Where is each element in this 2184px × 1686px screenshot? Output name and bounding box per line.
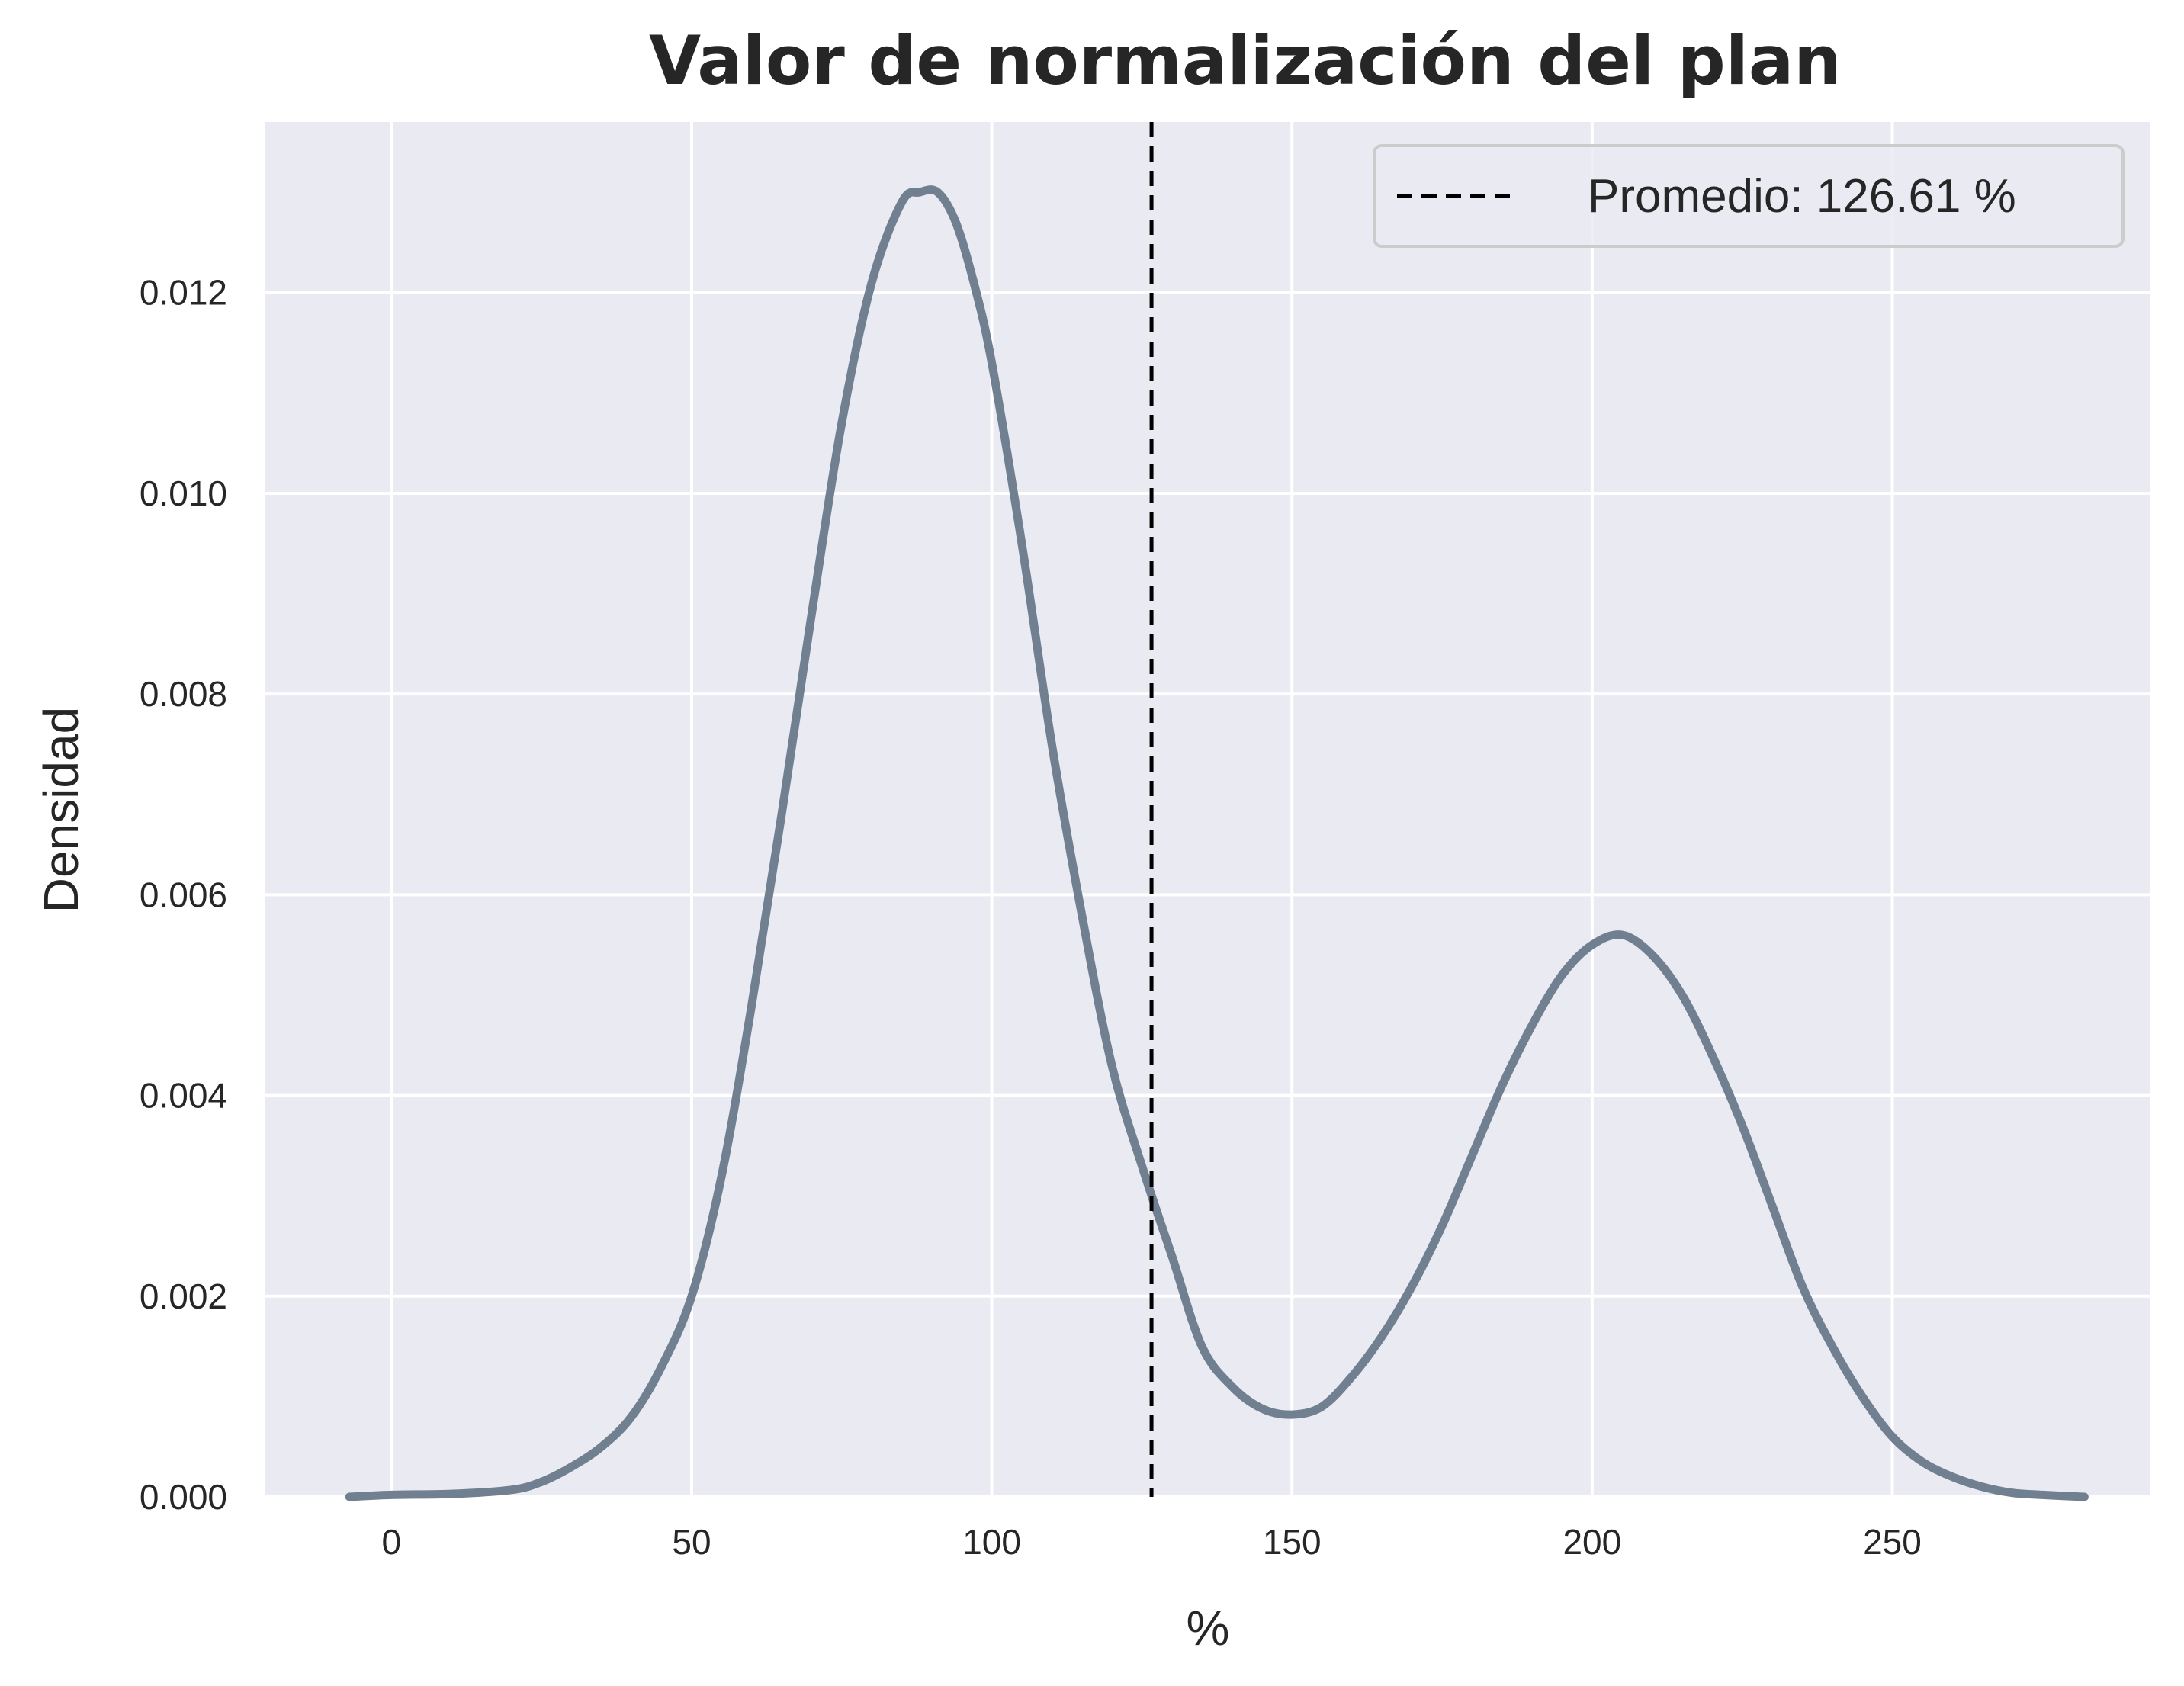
- x-axis-ticks: 0 50 100 150 200 250: [382, 1522, 1922, 1562]
- density-line: [345, 185, 2089, 1501]
- chart-title: Valor de normalización del plan: [649, 21, 1842, 100]
- x-tick-label: 250: [1863, 1522, 1922, 1562]
- y-axis-ticks: 0.000 0.002 0.004 0.006 0.008 0.010 0.012: [140, 273, 227, 1517]
- y-tick-label: 0.010: [140, 474, 227, 513]
- y-tick-label: 0.000: [140, 1477, 227, 1517]
- legend-label-mean: Promedio: 126.61 %: [1588, 170, 2016, 223]
- x-tick-label: 50: [672, 1522, 711, 1562]
- x-tick-label: 200: [1563, 1522, 1621, 1562]
- x-axis-label: %: [1187, 1601, 1230, 1655]
- legend: Promedio: 126.61 %: [1373, 144, 2125, 248]
- plot-area: [265, 122, 2150, 1497]
- x-tick-label: 150: [1263, 1522, 1322, 1562]
- legend-box: [1373, 144, 2125, 248]
- y-tick-label: 0.002: [140, 1277, 227, 1316]
- y-tick-label: 0.004: [140, 1076, 227, 1116]
- y-tick-label: 0.012: [140, 273, 227, 313]
- y-tick-label: 0.006: [140, 875, 227, 914]
- y-axis-label: Densidad: [34, 707, 88, 913]
- x-tick-label: 100: [962, 1522, 1021, 1562]
- x-tick-label: 0: [382, 1522, 402, 1562]
- grid-lines: [265, 122, 2150, 1498]
- y-tick-label: 0.008: [140, 674, 227, 714]
